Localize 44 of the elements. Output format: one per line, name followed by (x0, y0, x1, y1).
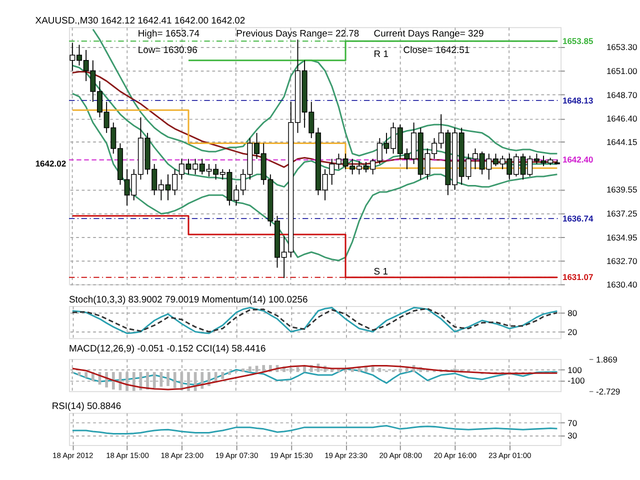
x-tick-label: 19 Apr 23:30 (324, 450, 368, 460)
y-tick-label: 1646.40 (606, 114, 638, 124)
y-tick-label: 1651.00 (606, 66, 638, 76)
y-tick-label: 100 (568, 365, 582, 375)
ref-line-label: 1648.13 (562, 95, 594, 106)
x-tick-label: 18 Apr 23:00 (160, 450, 204, 460)
y-tick-label: 80 (568, 308, 578, 318)
y-tick-label: 1653.30 (606, 42, 638, 52)
y-tick-label: 30 (568, 430, 578, 441)
annotation: S 1 (374, 266, 388, 278)
y-tick-label: 1639.55 (606, 184, 638, 195)
x-tick-label: 20 Apr 16:00 (434, 450, 477, 460)
annotation: Close= 1642.51 (403, 45, 470, 56)
x-tick-label: 18 Apr 15:00 (106, 450, 149, 460)
y-tick-label: 70 (568, 418, 578, 428)
y-tick-label: 1630.40 (606, 280, 638, 290)
y-tick-label: 20 (568, 327, 578, 338)
chart-title: MACD(12,26,9) -0.051 -0.152 CCI(14) 58.4416 (69, 343, 266, 354)
annotation: R 1 (374, 48, 388, 60)
x-tick-label: 19 Apr 07:30 (215, 450, 258, 460)
annotation: High= 1653.74 (138, 28, 200, 40)
y2-tick-label: 1.869 (596, 354, 618, 364)
text: 1642.02 (35, 158, 66, 169)
ref-line-label: 1636.74 (562, 213, 594, 224)
chart-title: RSI(14) 50.8846 (52, 401, 122, 412)
ref-line-label: 1642.40 (562, 154, 594, 165)
y-tick-label: -100 (568, 376, 585, 386)
x-tick-label: 19 Apr 15:30 (270, 450, 313, 460)
chart-title: Stoch(10,3,3) 83.9002 79.0019 Momentum(14) 100.0256 (69, 294, 308, 306)
annotation: Current Days Range= 329 (374, 28, 484, 40)
chart-title: XAUUSD.,M30 1642.12 1642.41 1642.00 1642.02 (35, 15, 246, 26)
y-tick-label: 1648.70 (606, 90, 638, 100)
y-tick-label: 1632.70 (606, 256, 638, 266)
y-tick-label: 1644.15 (606, 137, 638, 148)
annotation: Previous Days Range= 22.78 (236, 28, 360, 40)
annotation: Low= 1630.96 (138, 45, 198, 56)
y2-tick-label: -2.729 (596, 386, 620, 396)
x-tick-label: 23 Apr 01:00 (488, 450, 532, 460)
ref-line-label: 1653.85 (562, 36, 594, 46)
y-tick-label: 1637.25 (606, 208, 638, 219)
ref-line-label: 1631.07 (562, 272, 594, 282)
y-tick-label: 1634.95 (606, 232, 638, 242)
x-tick-label: 18 Apr 2012 (52, 450, 94, 460)
x-tick-label: 20 Apr 08:00 (379, 450, 422, 460)
